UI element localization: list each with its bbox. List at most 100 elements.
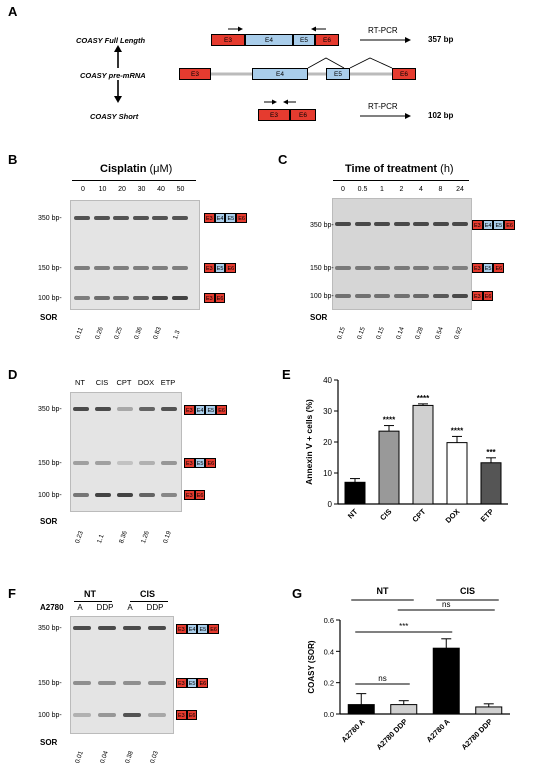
- panel-c-tag-short-e3: E3: [472, 291, 483, 301]
- panel-c-band-2-3: [394, 294, 410, 298]
- panel-b-marker-100: 100 bp-: [38, 295, 62, 302]
- panel-c-band-0-3: [394, 222, 410, 226]
- panel-b-band-2-4: [152, 296, 168, 300]
- panel-d-tag-short-e3: E3: [184, 490, 195, 500]
- panel-f-sor-1: 0.04: [99, 750, 110, 764]
- panel-b-band-2-1: [94, 296, 110, 300]
- panel-f-group-nt: NT: [84, 589, 96, 599]
- panel-c-marker-100: 100 bp-: [310, 293, 334, 300]
- panel-c-marker-350: 350 bp-: [310, 222, 334, 229]
- panel-b-header-line: [72, 180, 196, 181]
- panel-b-band-2-0: [74, 296, 90, 300]
- panel-label-f: F: [8, 586, 16, 601]
- panel-b-sor-1: 0.26: [94, 326, 105, 340]
- panel-f-group-cis: CIS: [140, 589, 155, 599]
- panel-c-sor-2: 0.15: [375, 326, 386, 340]
- panel-c-lane-6: 24: [450, 186, 470, 193]
- panel-d-band-0-1: [95, 407, 111, 411]
- panel-d-band-2-4: [161, 493, 177, 497]
- panel-c-sor-5: 0.54: [434, 326, 445, 340]
- e-bar-2: [413, 405, 433, 504]
- panel-d-band-1-2: [117, 461, 133, 465]
- panel-b-lane-3: 30: [132, 186, 152, 193]
- panel-c-band-1-2: [374, 266, 390, 270]
- e-xlabel-0: NT: [346, 507, 360, 521]
- panel-f-sor-label: SOR: [40, 738, 57, 747]
- panel-f-band-1-2: [123, 681, 141, 685]
- panel-c-title: Time of treatment (h): [345, 163, 454, 175]
- panel-c-sor-0: 0.15: [336, 326, 347, 340]
- panel-c-marker-150: 150 bp-: [310, 265, 334, 272]
- g-bar-1: [391, 705, 417, 714]
- panel-b-lane-5: 50: [171, 186, 191, 193]
- panel-f-tag-full-e5: E5: [197, 624, 208, 634]
- panel-f-lane-0: A: [70, 603, 90, 612]
- panel-c-tag-full: E3 E4 E5 E6: [472, 220, 515, 230]
- panel-c-tag-full-e3: E3: [472, 220, 483, 230]
- panel-b-lane-2: 20: [112, 186, 132, 193]
- g-xlabel-1: A2780 DDP: [374, 717, 409, 752]
- panel-d-lane-0: NT: [70, 378, 90, 387]
- g-ylabel: COASY (SOR): [307, 640, 316, 694]
- bp-short: 102 bp: [428, 111, 453, 120]
- panel-c-band-1-0: [335, 266, 351, 270]
- panel-d-band-0-4: [161, 407, 177, 411]
- panel-d-sor-2: 8.36: [118, 530, 129, 544]
- panel-b-band-1-0: [74, 266, 90, 270]
- panel-c-band-1-5: [433, 266, 449, 270]
- g-bar-3: [476, 707, 502, 714]
- panel-c-band-2-4: [413, 294, 429, 298]
- e-xlabel-2: CPT: [410, 507, 427, 524]
- exon-e5-pre: E5: [326, 68, 350, 80]
- panel-b-band-1-1: [94, 266, 110, 270]
- panel-d-sor-3: 1.26: [140, 530, 151, 544]
- panel-f-tag-mid-e3: E3: [176, 678, 187, 688]
- panel-d-sor-1: 1.1: [96, 533, 106, 544]
- panel-b-band-1-5: [172, 266, 188, 270]
- e-bar-3: [447, 443, 467, 504]
- panel-b-tag-full-e3: E3: [204, 213, 215, 223]
- panel-c-sor-1: 0.15: [356, 326, 367, 340]
- panel-label-b: B: [8, 152, 17, 167]
- g-xlabel-3: A2780 DDP: [459, 717, 494, 752]
- panel-b-sor-3: 0.36: [133, 326, 144, 340]
- panel-c-band-2-6: [452, 294, 468, 298]
- e-sig-3: ****: [451, 426, 464, 435]
- panel-d-lane-1: CIS: [92, 378, 112, 387]
- panel-f-band-0-0: [73, 626, 91, 630]
- panel-c-tag-mid-e3: E3: [472, 263, 483, 273]
- panel-d-tag-short-e6: E6: [195, 490, 206, 500]
- panel-d-lane-4: ETP: [158, 378, 178, 387]
- panel-c-tag-full-e4: E4: [483, 220, 494, 230]
- panel-d-band-0-0: [73, 407, 89, 411]
- panel-c-tag-mid-e5: E5: [483, 263, 494, 273]
- panel-d-tag-full: E3 E4 E5 E6: [184, 405, 227, 415]
- g-xlabel-0: A2780 A: [340, 717, 368, 745]
- exon-e4-full: E4: [245, 34, 293, 46]
- panel-b-tag-full-e5: E5: [225, 213, 236, 223]
- g-ytick-label-3: 0.6: [324, 616, 334, 625]
- panel-d-tag-mid: E3 E5 E6: [184, 458, 216, 468]
- e-xlabel-3: DOX: [444, 507, 462, 525]
- panel-b-title-text: Cisplatin: [100, 163, 146, 175]
- panel-f-band-1-3: [148, 681, 166, 685]
- panel-c-band-1-3: [394, 266, 410, 270]
- exon-e4-pre: E4: [252, 68, 308, 80]
- panel-b-title-unit: (μM): [150, 163, 173, 175]
- g-comp-label-1: ***: [399, 622, 408, 631]
- panel-d-tag-short: E3 E6: [184, 490, 205, 500]
- panel-g-chart: 0.00.20.40.6COASY (SOR)A2780 A A2780 DDP A…: [300, 584, 530, 768]
- panel-c-sor-3: 0.14: [395, 326, 406, 340]
- panel-b-marker-350: 350 bp-: [38, 215, 62, 222]
- panel-b-sor-0: 0.11: [74, 327, 85, 341]
- panel-c-tag-mid: E3 E5 E6: [472, 263, 504, 273]
- panel-f-tag-short-e6: E6: [187, 710, 198, 720]
- exon-e6-pre: E6: [392, 68, 416, 80]
- panel-f-band-1-1: [98, 681, 116, 685]
- e-bar-0: [345, 482, 365, 504]
- panel-f-lane-1: DDP: [95, 603, 115, 612]
- panel-d-band-1-3: [139, 461, 155, 465]
- panel-b-band-1-2: [113, 266, 129, 270]
- panel-b-tag-full: E3 E4 E5 E6: [204, 213, 247, 223]
- panel-d-band-1-1: [95, 461, 111, 465]
